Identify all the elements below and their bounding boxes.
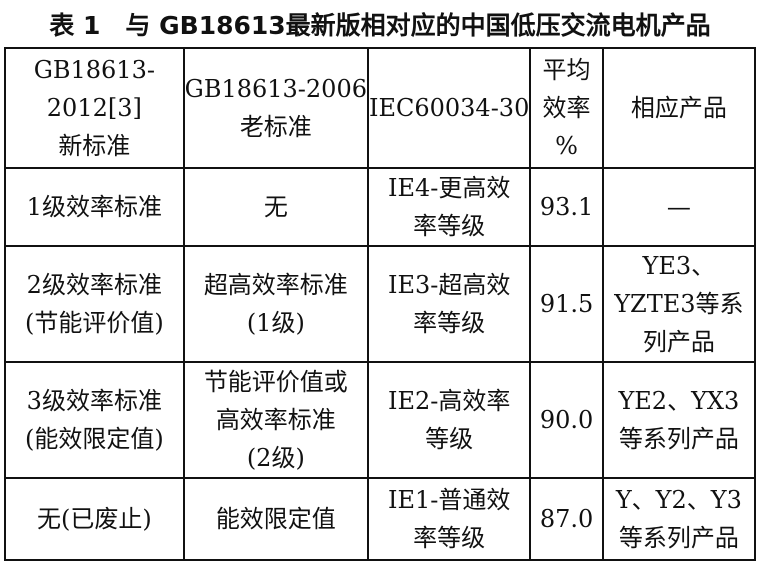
table-cell: IE3-超高效 率等级 xyxy=(366,245,532,363)
table-cell: IE4-更高效 率等级 xyxy=(366,167,532,247)
table-title: 表 1 与 GB18613最新版相对应的中国低压交流电机产品 xyxy=(49,11,711,40)
table-row: 无(已废止) 能效限定值 IE1-普通效 率等级 87.0 Y、Y2、Y3 等系列产品 xyxy=(4,477,757,561)
table-body: GB18613- 2012[3] 新标准 GB18613-2006 老标准 IEC6003… xyxy=(4,47,757,561)
cell-line: 列产品 xyxy=(642,328,715,356)
motor-standards-table: GB18613- 2012[3] 新标准 GB18613-2006 老标准 IEC6003… xyxy=(4,47,757,561)
table-cell: 87.0 xyxy=(529,477,604,561)
cell-line: IE3-超高效 xyxy=(387,271,511,299)
table-cell: 91.5 xyxy=(529,245,604,363)
cell-line: 新标准 xyxy=(58,132,131,160)
cell-line: YZTE3等系 xyxy=(614,290,744,318)
table-cell: 超高效率标准 (1级) xyxy=(182,245,369,363)
header-cell: GB18613-2006 老标准 xyxy=(182,47,369,169)
cell-line: 率等级 xyxy=(413,309,486,337)
header-cell: 平均效率% xyxy=(529,47,604,169)
table-cell: IE2-高效率 等级 xyxy=(366,361,532,479)
table-row: 1级效率标准无 IE4-更高效 率等级 93.1— xyxy=(4,167,757,247)
cell-line: (节能评价值) xyxy=(24,309,164,337)
cell-line: (1级) xyxy=(246,309,305,337)
table-cell: 1级效率标准 xyxy=(4,167,185,247)
table-cell: 90.0 xyxy=(529,361,604,479)
table-cell: 能效限定值 xyxy=(182,477,369,561)
cell-line: 超高效率标准 xyxy=(203,271,348,299)
table-cell: — xyxy=(601,167,757,247)
cell-line: — xyxy=(666,193,691,221)
cell-line: 3级效率标准 xyxy=(26,387,162,415)
cell-line: 节能评价值或 xyxy=(203,368,348,396)
table-cell: YE2、YX3 等系列产品 xyxy=(601,361,757,479)
table-cell: 3级效率标准 (能效限定值) xyxy=(4,361,185,479)
cell-line: % xyxy=(555,132,578,160)
table-cell: 无(已废止) xyxy=(4,477,185,561)
cell-line: IEC60034-30 xyxy=(368,94,530,122)
cell-line: YE2、YX3 xyxy=(618,387,740,415)
cell-line: 高效率标准 xyxy=(215,406,336,434)
cell-line: 无(已废止) xyxy=(36,505,152,533)
cell-line: IE2-高效率 xyxy=(387,387,511,415)
cell-line: (2级) xyxy=(246,444,305,472)
header-cell: GB18613- 2012[3] 新标准 xyxy=(4,47,185,169)
table-cell: 2级效率标准 (节能评价值) xyxy=(4,245,185,363)
table-cell: 无 xyxy=(182,167,369,247)
header-row: GB18613- 2012[3] 新标准 GB18613-2006 老标准 IEC6003… xyxy=(4,47,757,169)
cell-line: (能效限定值) xyxy=(24,425,164,453)
cell-line: 等系列产品 xyxy=(618,524,739,552)
table-row: 3级效率标准 (能效限定值) 节能评价值或 高效率标准 (2级) IE2-高效率 等级 90.… xyxy=(4,361,757,479)
cell-line: 效率 xyxy=(542,94,591,122)
cell-line: IE4-更高效 xyxy=(387,174,511,202)
cell-line: 90.0 xyxy=(539,406,594,434)
cell-line: 平均 xyxy=(542,56,591,84)
cell-line: YE3、 xyxy=(642,252,716,280)
cell-line: 93.1 xyxy=(539,193,594,221)
cell-line: GB18613- xyxy=(33,56,155,84)
cell-line: 87.0 xyxy=(539,505,594,533)
cell-line: 1级效率标准 xyxy=(26,193,162,221)
table-cell: 节能评价值或 高效率标准 (2级) xyxy=(182,361,369,479)
table-row: 2级效率标准 (节能评价值) 超高效率标准 (1级) IE3-超高效 率等级 91.5 YE3… xyxy=(4,245,757,363)
cell-line: 2012[3] xyxy=(46,94,142,122)
cell-line: 相应产品 xyxy=(630,94,727,122)
cell-line: GB18613-2006 xyxy=(184,75,367,103)
cell-line: 等级 xyxy=(425,425,474,453)
cell-line: 无 xyxy=(263,193,288,221)
cell-line: 率等级 xyxy=(413,524,486,552)
cell-line: 老标准 xyxy=(239,113,312,141)
table-cell: YE3、 YZTE3等系 列产品 xyxy=(601,245,757,363)
header-cell: 相应产品 xyxy=(601,47,757,169)
cell-line: IE1-普通效 xyxy=(387,486,511,514)
cell-line: 2级效率标准 xyxy=(26,271,162,299)
cell-line: 能效限定值 xyxy=(215,505,336,533)
cell-line: 等系列产品 xyxy=(618,425,739,453)
cell-line: 率等级 xyxy=(413,212,486,240)
table-cell: 93.1 xyxy=(529,167,604,247)
table-cell: Y、Y2、Y3 等系列产品 xyxy=(601,477,757,561)
header-cell: IEC60034-30 xyxy=(366,47,532,169)
table-cell: IE1-普通效 率等级 xyxy=(366,477,532,561)
cell-line: 91.5 xyxy=(539,290,594,318)
cell-line: Y、Y2、Y3 xyxy=(615,486,742,514)
